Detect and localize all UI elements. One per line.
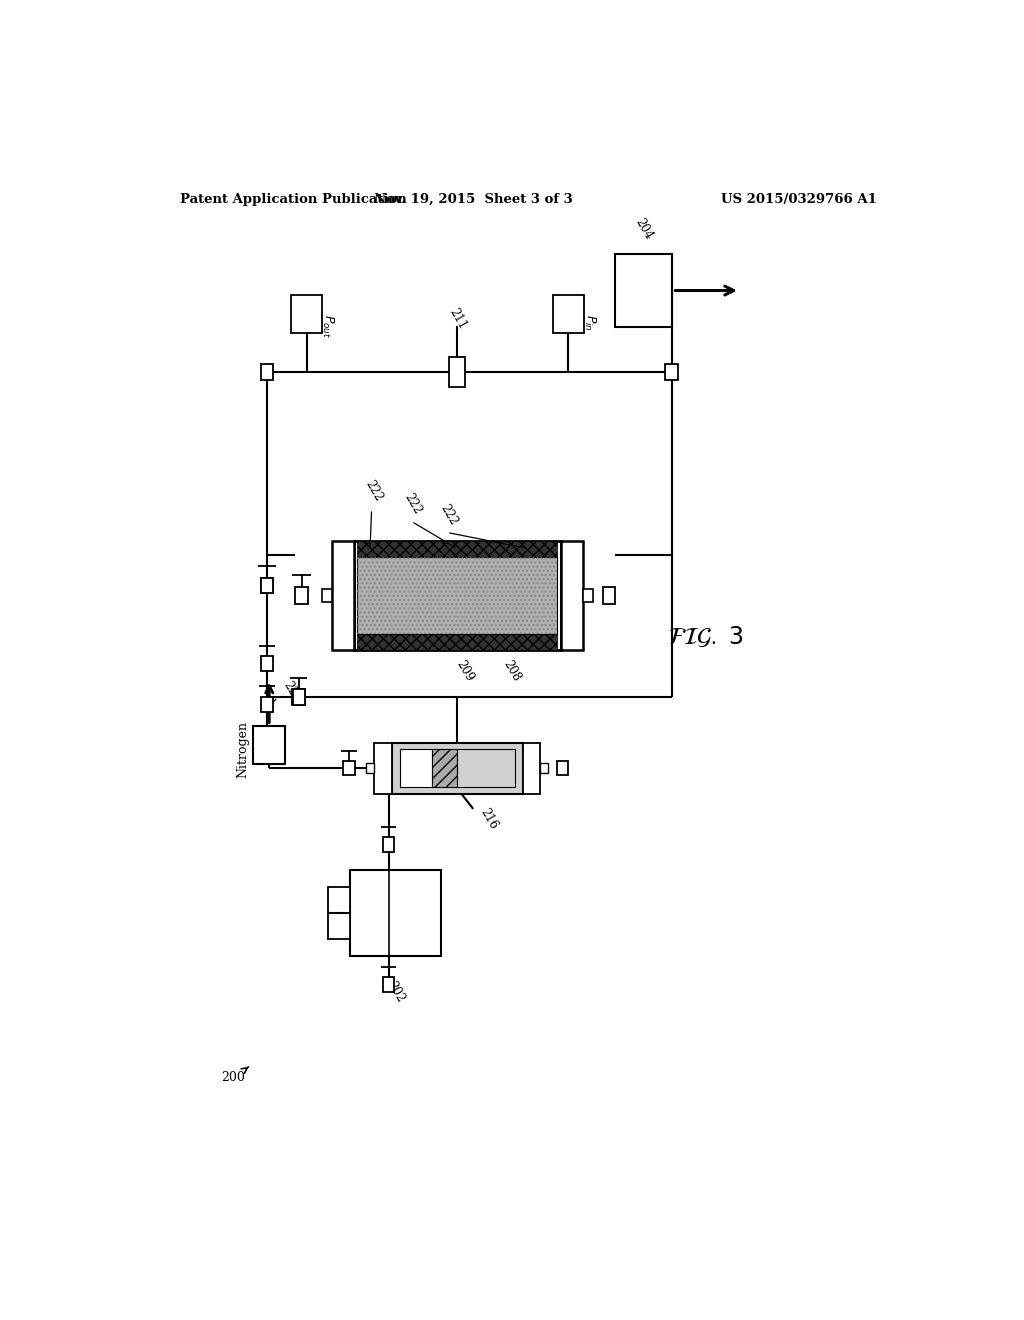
Bar	[541, 763, 548, 774]
Text: US 2015/0329766 A1: US 2015/0329766 A1	[721, 193, 877, 206]
Bar	[293, 689, 304, 705]
Bar	[261, 697, 272, 711]
Bar	[523, 743, 541, 793]
Bar	[296, 587, 308, 603]
Bar	[458, 750, 515, 787]
Bar	[261, 578, 272, 593]
Text: 216: 216	[477, 805, 500, 832]
Bar	[350, 870, 441, 956]
Bar	[357, 557, 557, 634]
Bar	[450, 356, 465, 387]
Bar	[261, 578, 272, 593]
Bar	[553, 294, 585, 333]
Bar	[354, 541, 560, 651]
Bar	[322, 589, 332, 602]
Bar	[343, 762, 354, 775]
Bar	[602, 587, 615, 603]
Text: 222: 222	[401, 491, 424, 516]
Bar	[383, 977, 394, 993]
Text: 200: 200	[221, 1067, 249, 1084]
Bar	[357, 634, 557, 651]
Text: $\mathcal{FIG.}\ 3$: $\mathcal{FIG.}\ 3$	[668, 623, 743, 648]
Bar	[583, 589, 593, 602]
Bar	[357, 541, 557, 557]
Bar	[291, 294, 323, 333]
Bar	[375, 743, 392, 793]
Bar	[392, 743, 523, 793]
Text: $P_{out}$: $P_{out}$	[319, 314, 335, 338]
Bar	[261, 656, 272, 671]
Text: 222: 222	[362, 478, 384, 504]
Bar	[357, 557, 557, 634]
Bar	[260, 364, 273, 380]
Text: 209: 209	[454, 659, 476, 684]
Bar	[560, 541, 583, 651]
Bar	[557, 762, 568, 775]
Bar	[383, 837, 394, 853]
Text: 208: 208	[501, 659, 523, 684]
Text: Nitrogen: Nitrogen	[237, 722, 250, 779]
Text: 204: 204	[633, 216, 655, 242]
Bar	[292, 689, 305, 705]
Text: 211: 211	[446, 305, 469, 331]
Bar	[432, 750, 458, 787]
Bar	[328, 887, 350, 939]
Bar	[367, 763, 375, 774]
Text: 220: 220	[281, 678, 303, 705]
Text: Patent Application Publication: Patent Application Publication	[179, 193, 407, 206]
Bar	[399, 750, 432, 787]
Bar	[615, 253, 673, 327]
Text: 222: 222	[437, 502, 460, 528]
Text: $P_{in}$: $P_{in}$	[582, 314, 597, 331]
Bar	[253, 726, 285, 764]
Bar	[332, 541, 354, 651]
Bar	[666, 364, 678, 380]
Text: 202: 202	[385, 978, 407, 1005]
Text: Nov. 19, 2015  Sheet 3 of 3: Nov. 19, 2015 Sheet 3 of 3	[374, 193, 572, 206]
